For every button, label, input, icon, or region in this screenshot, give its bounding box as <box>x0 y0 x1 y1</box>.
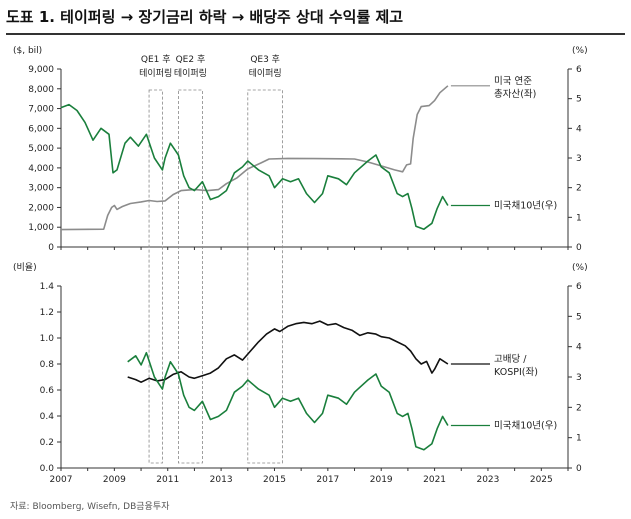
left-axis-unit: (비율) <box>13 262 37 273</box>
x-axis-tick-label: 2025 <box>530 475 553 485</box>
left-axis-tick-label: 9,000 <box>28 65 54 75</box>
x-axis-tick-label: 2013 <box>210 475 233 485</box>
taper-period-box <box>247 89 283 464</box>
left-axis-tick-label: 1.2 <box>40 308 54 318</box>
right-axis-tick-label: 1 <box>576 213 582 223</box>
legend-label-line2: 총자산(좌) <box>494 89 536 100</box>
title-divider <box>6 33 625 35</box>
left-axis-tick-label: 0.2 <box>40 438 54 448</box>
series-line <box>60 103 449 230</box>
left-axis-tick-label: 0.4 <box>40 412 55 422</box>
legend-label-line1: 미국 연준 <box>494 76 532 87</box>
right-axis-tick-label: 1 <box>576 434 582 444</box>
left-axis-tick-label: 1,000 <box>28 223 54 233</box>
right-axis-tick-label: 6 <box>576 65 582 75</box>
left-axis-unit: ($, bil) <box>13 46 42 56</box>
right-axis-unit: (%) <box>572 46 588 56</box>
right-axis-tick-label: 2 <box>576 184 582 194</box>
right-axis-tick-label: 2 <box>576 403 582 413</box>
taper-period-box <box>178 89 203 464</box>
page-title: 도표 1. 테이퍼링 → 장기금리 하락 → 배당주 상대 수익률 제고 <box>6 8 404 26</box>
x-axis-tick-label: 2009 <box>103 475 126 485</box>
x-axis-tick-label: 2023 <box>476 475 499 485</box>
left-axis-tick-label: 1.0 <box>40 334 55 344</box>
right-axis-tick-label: 5 <box>576 312 582 322</box>
x-axis-tick-label: 2021 <box>423 475 446 485</box>
left-axis-tick-label: 1.4 <box>40 282 55 292</box>
left-axis-tick-label: 3,000 <box>28 184 54 194</box>
legend-label: 미국채10년(우) <box>494 200 557 211</box>
right-axis-tick-label: 0 <box>576 464 582 474</box>
taper-label-line2: 테이퍼링 <box>174 67 207 79</box>
x-axis-tick-label: 2015 <box>263 475 286 485</box>
legend-label: 미국채10년(우) <box>494 421 557 432</box>
left-axis-tick-label: 0.8 <box>40 360 55 370</box>
x-axis-tick-label: 2011 <box>156 475 179 485</box>
taper-period-box <box>148 89 163 464</box>
taper-label-line1: QE1 후 <box>141 54 171 65</box>
series-line <box>127 351 449 451</box>
series-line <box>60 85 449 231</box>
right-axis-tick-label: 3 <box>576 373 582 383</box>
left-axis-tick-label: 2,000 <box>28 203 54 213</box>
source-note: 자료: Bloomberg, Wisefn, DB금융투자 <box>10 502 170 512</box>
left-axis-tick-label: 4,000 <box>28 164 54 174</box>
taper-label-line2: 테이퍼링 <box>249 67 282 79</box>
right-axis-tick-label: 6 <box>576 282 582 292</box>
taper-label-line1: QE3 후 <box>250 54 280 65</box>
right-axis-tick-label: 0 <box>576 243 582 253</box>
left-axis-tick-label: 5,000 <box>28 144 54 154</box>
x-axis-tick-label: 2017 <box>316 475 339 485</box>
taper-label-line2: 테이퍼링 <box>139 67 172 79</box>
left-axis-tick-label: 0.0 <box>40 464 55 474</box>
right-axis-tick-label: 4 <box>576 124 582 134</box>
x-axis-tick-label: 2007 <box>50 475 73 485</box>
legend-label-line2: KOSPI(좌) <box>494 367 538 378</box>
series-line <box>127 320 449 383</box>
left-axis-tick-label: 6,000 <box>28 124 54 134</box>
right-axis-tick-label: 3 <box>576 154 582 164</box>
left-axis-tick-label: 8,000 <box>28 85 54 95</box>
left-axis-tick-label: 0 <box>48 243 54 253</box>
left-axis-tick-label: 0.6 <box>40 386 55 396</box>
taper-label-line1: QE2 후 <box>176 54 206 65</box>
right-axis-tick-label: 5 <box>576 95 582 105</box>
right-axis-tick-label: 4 <box>576 343 582 353</box>
right-axis-unit: (%) <box>572 263 588 273</box>
legend-label-line1: 고배당 / <box>494 354 527 365</box>
left-axis-tick-label: 7,000 <box>28 105 54 115</box>
x-axis-tick-label: 2019 <box>370 475 393 485</box>
